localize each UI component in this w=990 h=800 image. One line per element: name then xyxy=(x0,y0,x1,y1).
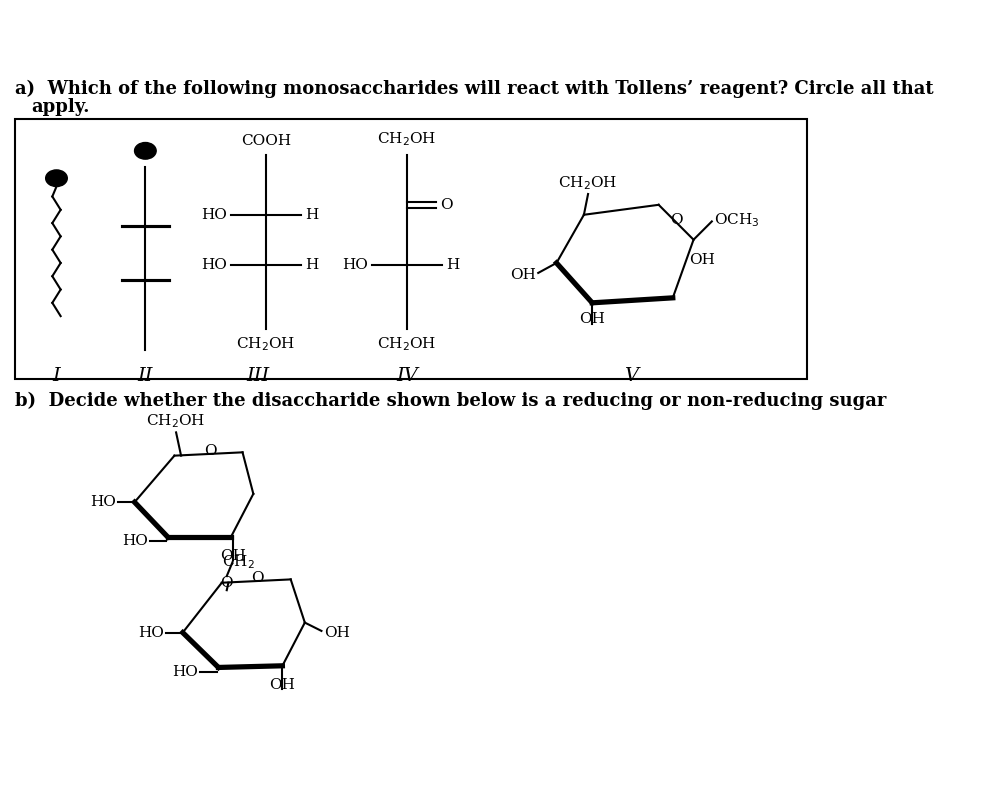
Text: CH$_2$OH: CH$_2$OH xyxy=(377,130,437,148)
Text: O: O xyxy=(221,576,233,590)
Text: CH$_2$: CH$_2$ xyxy=(222,554,254,571)
Text: HO: HO xyxy=(139,626,164,639)
Text: b)  Decide whether the disaccharide shown below is a reducing or non-reducing su: b) Decide whether the disaccharide shown… xyxy=(15,392,886,410)
Text: H: H xyxy=(305,258,318,272)
Text: OH: OH xyxy=(510,269,536,282)
Text: apply.: apply. xyxy=(32,98,90,117)
Text: HO: HO xyxy=(172,665,199,678)
Text: O: O xyxy=(670,213,682,226)
Text: CH$_2$OH: CH$_2$OH xyxy=(237,335,295,353)
Ellipse shape xyxy=(46,170,67,186)
Text: OH: OH xyxy=(269,678,295,691)
Text: H: H xyxy=(305,208,318,222)
Bar xyxy=(15,119,807,379)
Text: CH$_2$OH: CH$_2$OH xyxy=(558,174,618,191)
Text: OCH$_3$: OCH$_3$ xyxy=(715,211,759,229)
Text: V: V xyxy=(624,366,639,385)
Text: HO: HO xyxy=(201,208,227,222)
Text: HO: HO xyxy=(90,495,116,509)
Text: O: O xyxy=(204,444,217,458)
Ellipse shape xyxy=(135,142,156,159)
Text: II: II xyxy=(138,366,153,385)
Text: III: III xyxy=(246,366,269,385)
Text: HO: HO xyxy=(122,534,148,548)
Text: COOH: COOH xyxy=(241,134,291,148)
Text: a)  Which of the following monosaccharides will react with Tollens’ reagent? Cir: a) Which of the following monosaccharide… xyxy=(15,80,934,98)
Text: OH: OH xyxy=(579,312,605,326)
Text: CH$_2$OH: CH$_2$OH xyxy=(377,335,437,353)
Text: H: H xyxy=(446,258,459,272)
Text: OH: OH xyxy=(324,626,349,639)
Text: CH$_2$OH: CH$_2$OH xyxy=(147,412,206,430)
Text: HO: HO xyxy=(343,258,368,272)
Text: I: I xyxy=(52,366,60,385)
Text: O: O xyxy=(251,570,264,585)
Text: IV: IV xyxy=(396,366,418,385)
Text: OH: OH xyxy=(220,549,246,562)
Text: HO: HO xyxy=(201,258,227,272)
Text: OH: OH xyxy=(689,254,715,267)
Text: O: O xyxy=(441,198,452,212)
